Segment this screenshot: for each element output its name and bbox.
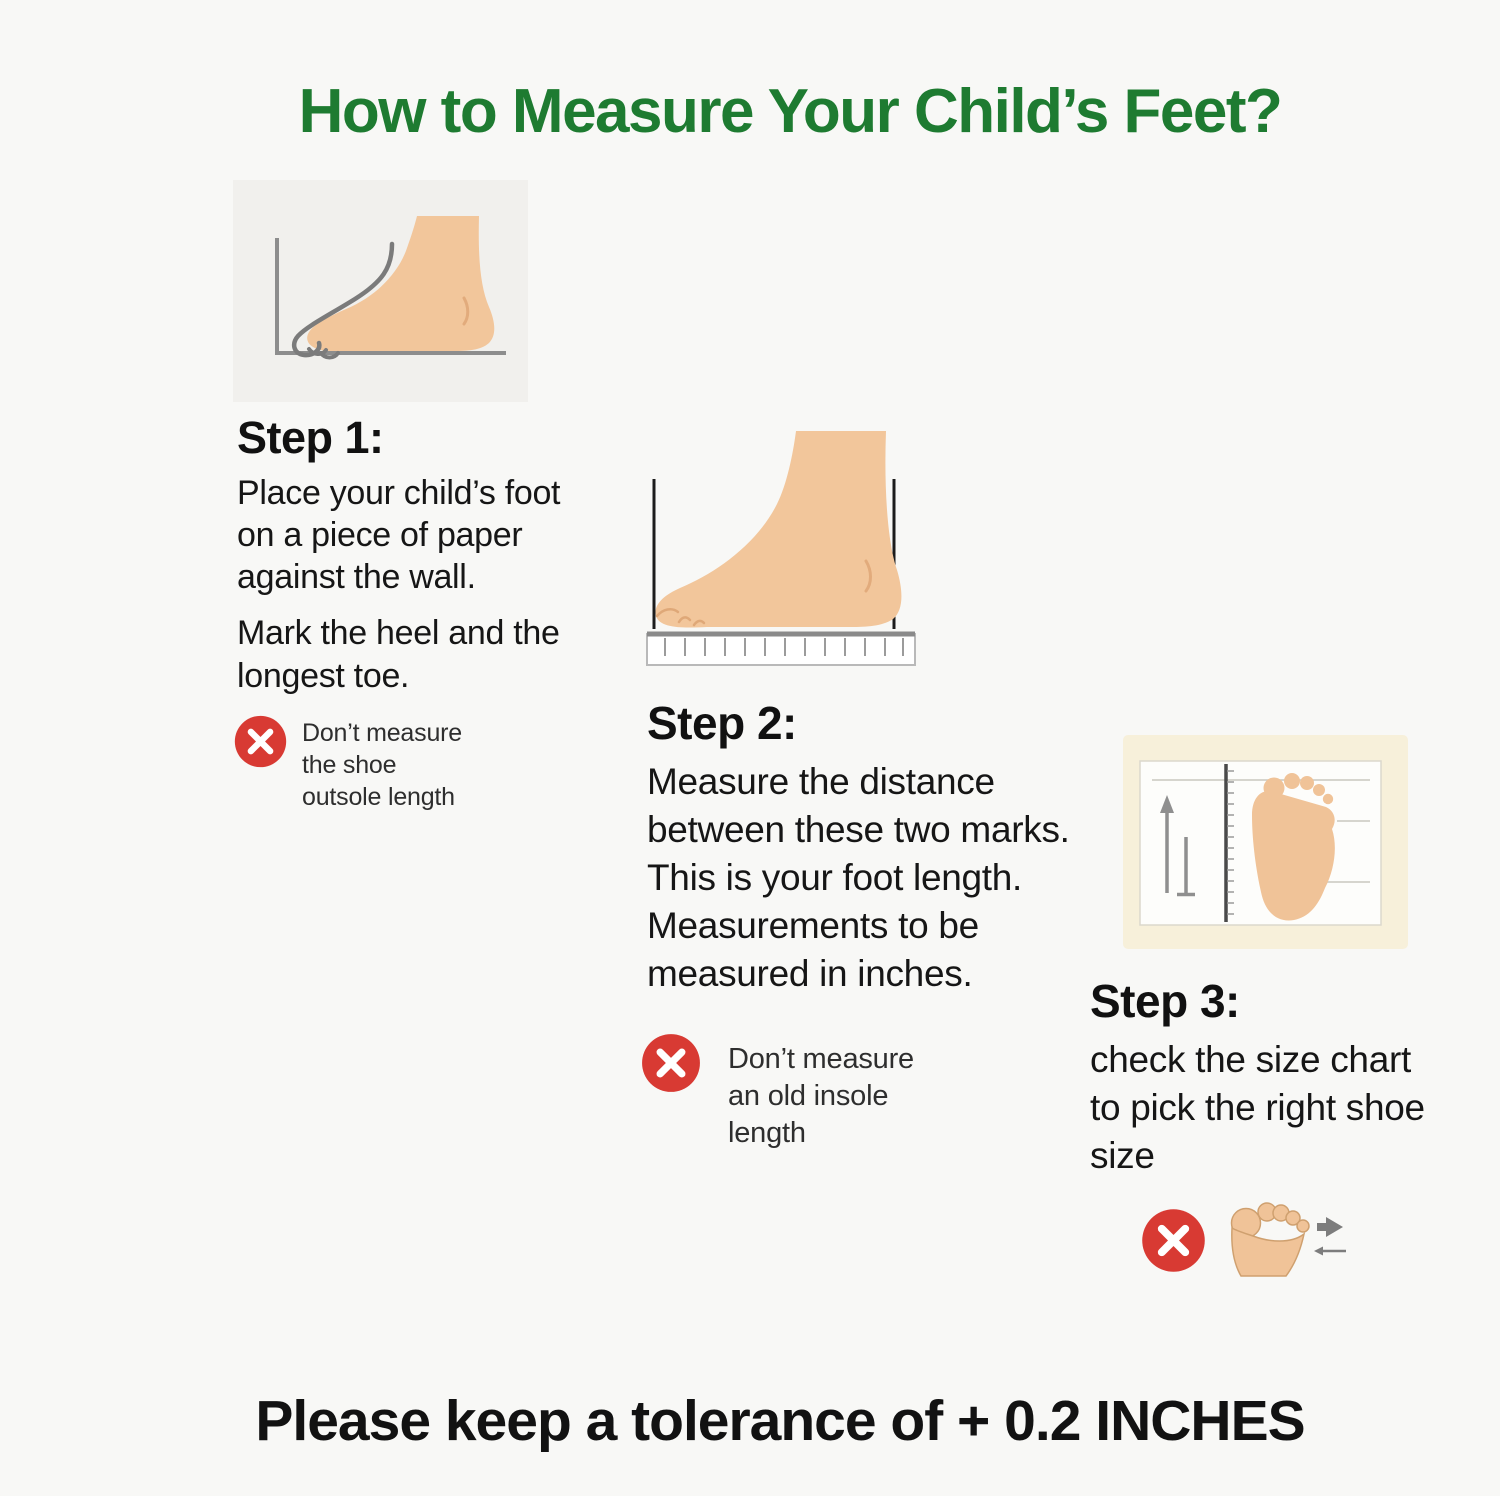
step2-paragraph: Measure the distance between these two m… <box>647 761 1070 995</box>
step1-warning-text: Don’t measure the shoe outsole length <box>302 719 462 811</box>
tolerance-note: Please keep a tolerance of + 0.2 INCHES <box>255 1389 1305 1453</box>
step1-paragraph: Mark the heel and the longest toe. <box>237 614 560 695</box>
step3-paragraph: check the size chart to pick the right s… <box>1090 1039 1425 1177</box>
step2-heading: Step 2: <box>647 697 797 749</box>
foot-on-ruler-illustration <box>646 431 916 666</box>
step3-section: Step 3: check the size chart to pick the… <box>1090 974 1425 1194</box>
cross-circle-icon <box>234 715 287 768</box>
step2-section: Step 2: Measure the distance between the… <box>647 696 1105 1012</box>
footprint-size-chart-illustration <box>1123 735 1408 949</box>
step2-warning: Don’t measure an old insole length <box>640 1032 933 1151</box>
foot-against-wall-illustration <box>233 180 528 402</box>
cross-circle-icon <box>642 1034 700 1092</box>
step1-paragraph: Place your child’s foot on a piece of pa… <box>237 474 561 597</box>
cross-circle-icon <box>1142 1208 1205 1272</box>
step1-heading: Step 1: <box>237 412 384 463</box>
step2-warning-text: Don’t measure an old insole length <box>728 1043 914 1149</box>
step1-warning: Don’t measure the shoe outsole length <box>233 714 480 813</box>
step3-heading: Step 3: <box>1090 975 1240 1027</box>
step1-section: Step 1: Place your child’s foot on a pie… <box>237 412 575 711</box>
page-title: How to Measure Your Child’s Feet? <box>298 76 1283 146</box>
foot-width-arrows-icon <box>1230 1202 1346 1277</box>
step3-warning <box>1140 1196 1359 1284</box>
